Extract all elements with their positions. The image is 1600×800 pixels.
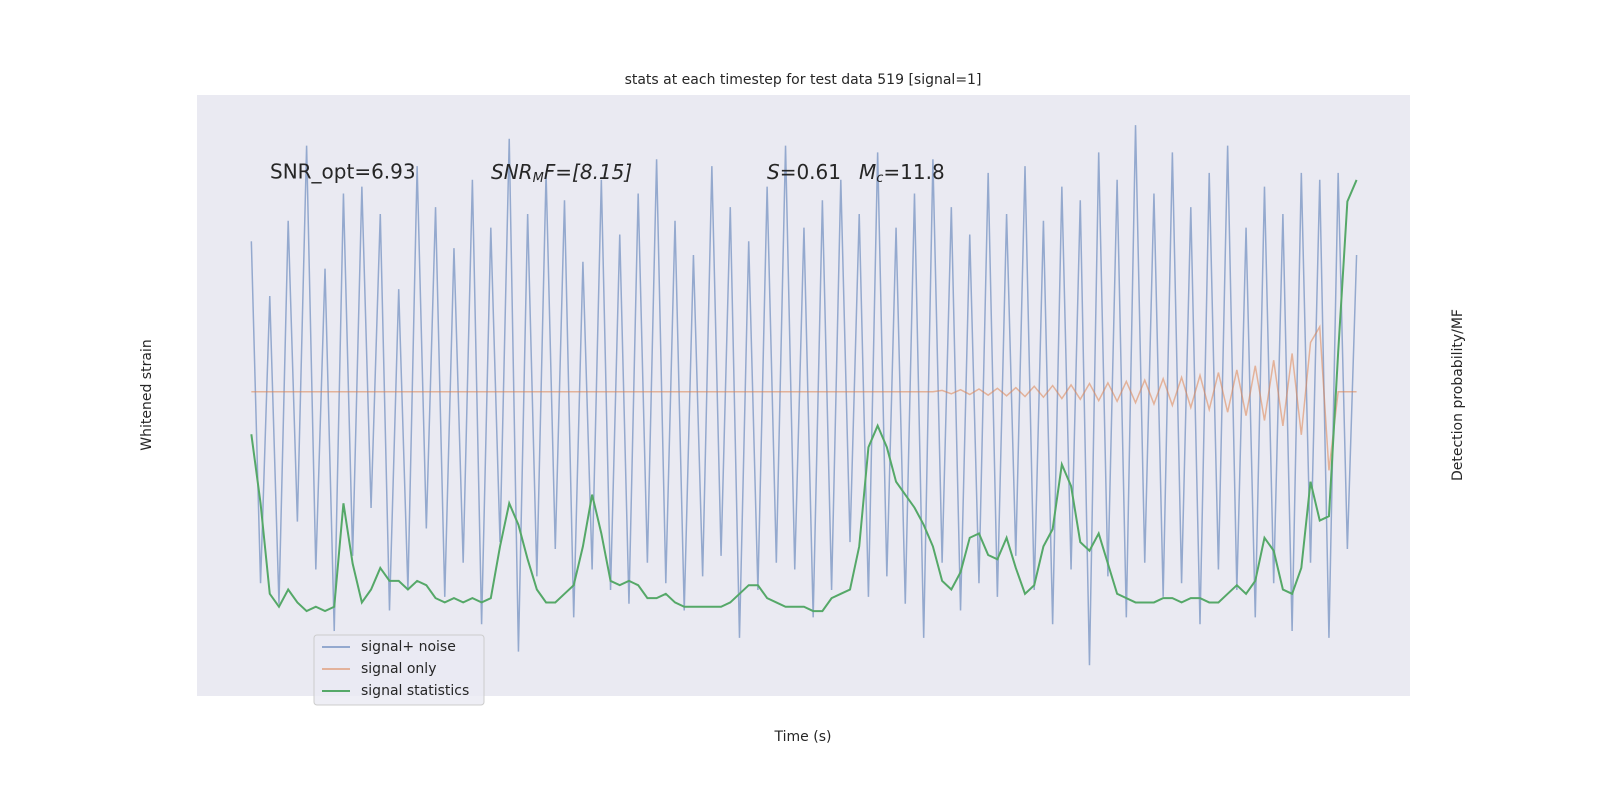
legend <box>313 634 485 706</box>
legend-label: signal only <box>361 661 436 677</box>
annotation: SNR_opt=6.93 <box>270 160 416 184</box>
y-axis-label: Whitened strain <box>139 339 155 450</box>
series-line <box>250 125 1358 666</box>
series-line <box>251 324 1357 471</box>
series-line <box>250 179 1358 613</box>
x-axis-label: Time (s) <box>774 729 832 745</box>
annotation: Mc=11.8 <box>859 160 945 186</box>
legend-label: signal+ noise <box>361 639 456 655</box>
annotation-part: M <box>859 160 876 184</box>
annotation-part: M <box>533 171 544 186</box>
annotation: SNRMF=[8.15] <box>491 160 632 186</box>
annotation-part: SNR <box>491 160 533 184</box>
annotation: S=0.61 <box>767 160 841 184</box>
annotation-part: =11.8 <box>883 160 944 184</box>
plot-area <box>197 95 1410 696</box>
chart-title: stats at each timestep for test data 519… <box>625 72 982 88</box>
annotation-part: c <box>876 171 883 186</box>
legend-label: signal statistics <box>361 683 469 699</box>
annotation-part: F=[8.15] <box>544 160 632 184</box>
annotation-part: =0.61 <box>780 160 841 184</box>
annotation-part: S <box>767 160 780 184</box>
y2-axis-label: Detection probability/MF <box>1450 309 1466 481</box>
